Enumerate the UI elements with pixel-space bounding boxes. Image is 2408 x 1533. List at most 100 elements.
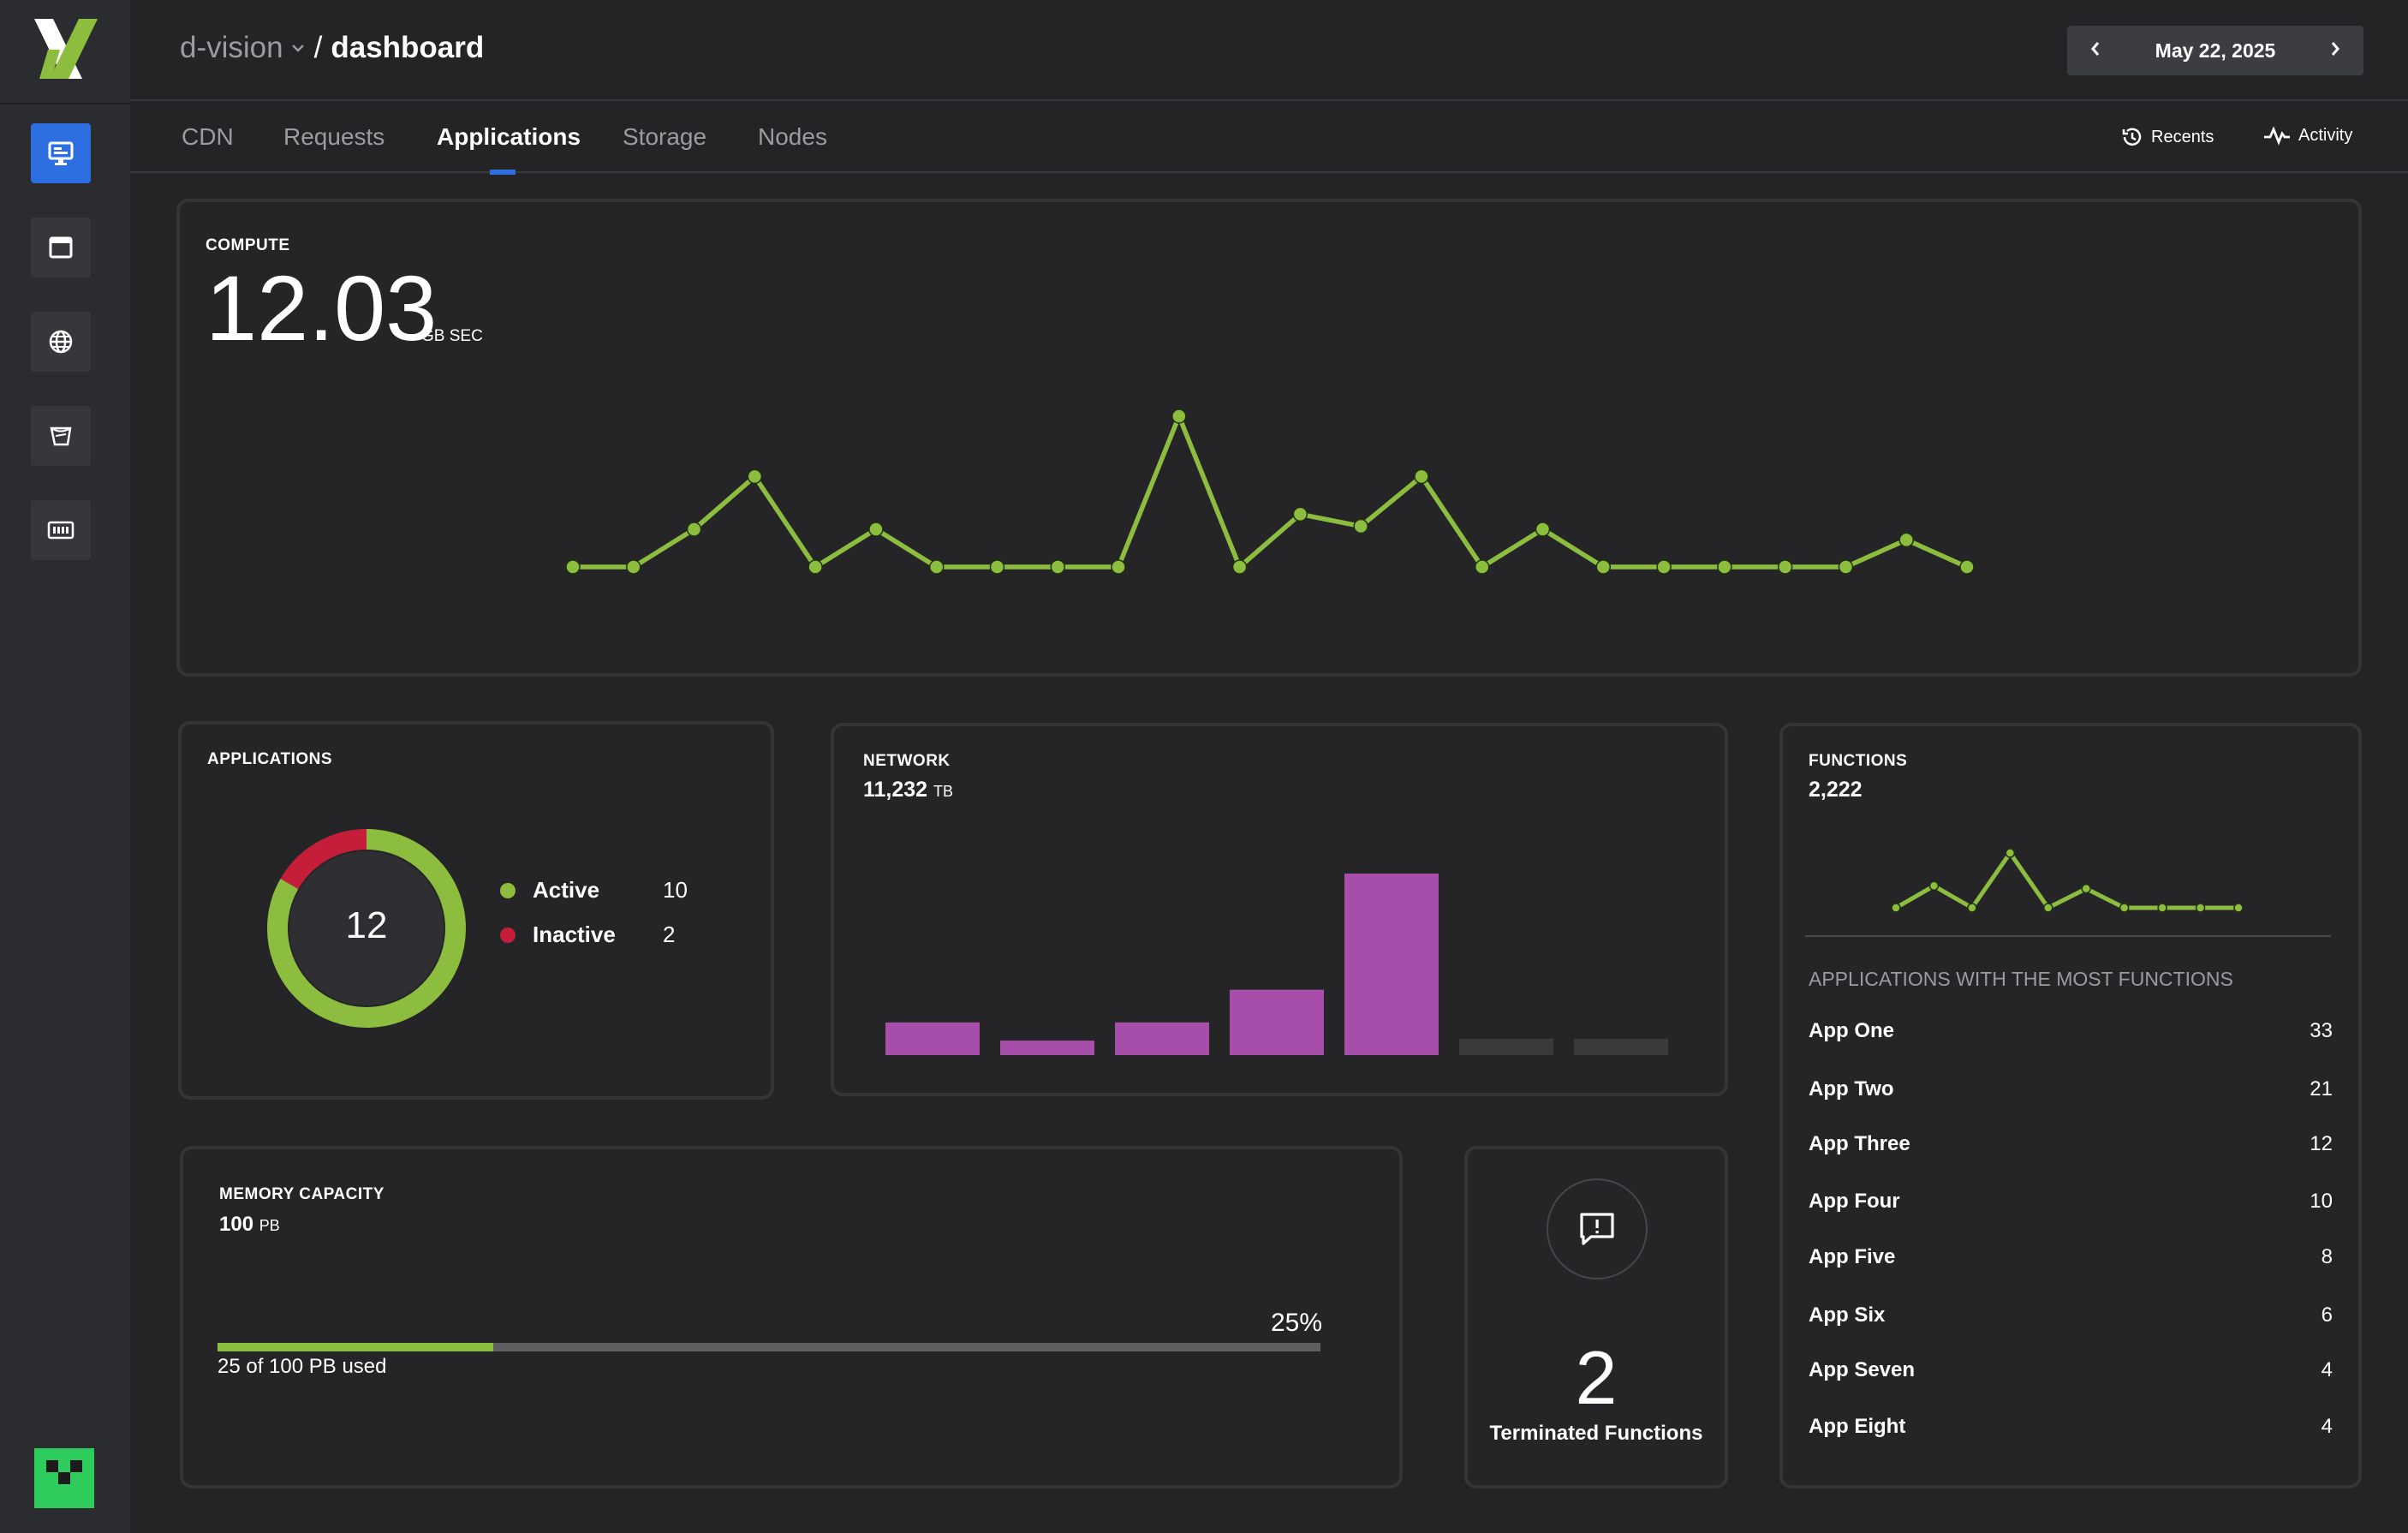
compute-point — [1656, 559, 1672, 575]
functions-point — [1891, 903, 1901, 913]
list-item[interactable]: App Three 12 — [1809, 1132, 2333, 1156]
activity-pulse-icon — [2264, 126, 2290, 146]
network-bar — [885, 1022, 980, 1055]
memory-unit: PB — [259, 1217, 280, 1234]
functions-title: FUNCTIONS — [1809, 752, 1908, 770]
app-name: App Seven — [1809, 1358, 1916, 1381]
list-item[interactable]: App Eight 4 — [1809, 1415, 2333, 1439]
workspace-selector[interactable]: d-vision — [180, 31, 283, 64]
legend-inactive: Inactive — [500, 922, 616, 948]
app-count: 33 — [2310, 1019, 2333, 1042]
tab-storage[interactable]: Storage — [623, 123, 707, 150]
functions-list-title: APPLICATIONS WITH THE MOST FUNCTIONS — [1809, 968, 2233, 990]
compute-point — [1171, 409, 1187, 424]
active-tab-indicator — [490, 170, 516, 175]
functions-value: 2,222 — [1809, 778, 1863, 802]
memory-card: MEMORY CAPACITY 100 PB 25% 25 of 100 PB … — [180, 1146, 1403, 1488]
functions-line — [1894, 850, 2238, 910]
functions-point — [2157, 903, 2167, 913]
compute-point — [1414, 468, 1429, 485]
legend-active: Active — [500, 877, 599, 904]
logo-icon[interactable] — [31, 15, 101, 82]
tab-bar: CDN Requests Applications Storage Nodes … — [130, 103, 2408, 175]
compute-point — [1898, 532, 1914, 548]
compute-point — [1717, 559, 1732, 575]
compute-point — [1050, 559, 1066, 575]
compute-point — [747, 468, 763, 485]
sidebar-item-memory[interactable] — [31, 500, 91, 560]
header: d-vision / dashboard May 22, 2025 — [130, 0, 2408, 101]
sidebar-item-window[interactable] — [31, 218, 91, 277]
app-count: 4 — [2321, 1358, 2333, 1381]
app-name: App Two — [1809, 1077, 1894, 1101]
compute-point — [808, 559, 823, 575]
memory-progress-bar — [218, 1343, 1320, 1351]
memory-value: 100 PB — [219, 1213, 280, 1237]
network-bar — [1574, 1038, 1668, 1055]
donut-slice-active — [267, 829, 466, 1028]
chevron-right-icon[interactable] — [2329, 40, 2341, 62]
memory-percent: 25% — [1270, 1309, 1322, 1337]
breadcrumb: d-vision / dashboard — [180, 31, 484, 65]
functions-sparkline — [1891, 848, 2244, 913]
app-name: App One — [1809, 1019, 1894, 1042]
chevron-down-icon[interactable] — [290, 43, 306, 53]
network-bar — [1115, 1022, 1209, 1055]
app-name: App Four — [1809, 1190, 1900, 1213]
activity-button[interactable]: Activity — [2262, 125, 2352, 146]
applications-donut-chart — [267, 829, 466, 1028]
sidebar-item-dashboard[interactable] — [31, 123, 91, 183]
tab-nodes[interactable]: Nodes — [758, 123, 827, 150]
compute-point — [1838, 559, 1854, 575]
compute-point — [1111, 559, 1126, 575]
chevron-left-icon[interactable] — [2089, 40, 2101, 62]
compute-point — [565, 559, 581, 575]
list-item[interactable]: App Seven 4 — [1809, 1358, 2333, 1382]
date-picker: May 22, 2025 — [2067, 26, 2363, 75]
sidebar-item-storage[interactable] — [31, 406, 91, 466]
memory-progress-fill — [218, 1343, 493, 1351]
network-card: NETWORK 11,232 TB — [831, 723, 1728, 1096]
page-title: dashboard — [331, 31, 485, 64]
functions-point — [1967, 903, 1977, 913]
compute-point — [1777, 559, 1793, 575]
functions-point — [2195, 903, 2206, 913]
donut-slice-inactive — [280, 829, 367, 890]
inactive-dot-icon — [500, 927, 516, 943]
app-count: 12 — [2310, 1132, 2333, 1155]
donut-center — [289, 851, 444, 1005]
avatar[interactable] — [34, 1448, 94, 1508]
applications-title: APPLICATIONS — [207, 750, 333, 768]
tab-applications[interactable]: Applications — [437, 123, 581, 150]
list-item[interactable]: App Six 6 — [1809, 1303, 2333, 1327]
functions-card: FUNCTIONS 2,222 APPLICATIONS WITH THE MO… — [1779, 723, 2362, 1488]
compute-point — [1474, 559, 1490, 575]
network-bar — [1000, 1041, 1094, 1055]
bucket-icon — [50, 426, 72, 446]
list-item[interactable]: App Five 8 — [1809, 1245, 2333, 1269]
activity-label: Activity — [2298, 125, 2353, 145]
date-label[interactable]: May 22, 2025 — [2155, 39, 2276, 62]
breadcrumb-separator: / — [313, 31, 323, 64]
app-count: 21 — [2310, 1077, 2333, 1101]
list-item[interactable]: App One 33 — [1809, 1019, 2333, 1043]
monitor-icon — [48, 141, 74, 165]
inactive-count: 2 — [663, 922, 676, 947]
applications-card: APPLICATIONS 12 Active 10 Inactive 2 — [178, 721, 774, 1100]
compute-point — [686, 522, 702, 537]
alert-message-icon — [1547, 1178, 1648, 1279]
network-bar — [1230, 989, 1324, 1055]
sidebar-item-network[interactable] — [31, 312, 91, 372]
tab-requests[interactable]: Requests — [283, 123, 385, 150]
compute-point — [1231, 559, 1248, 575]
recents-button[interactable]: Recents — [2120, 125, 2214, 149]
list-item[interactable]: App Four 10 — [1809, 1190, 2333, 1214]
functions-point — [2081, 883, 2091, 894]
functions-point — [2005, 848, 2016, 858]
compute-point — [1292, 506, 1308, 522]
list-item[interactable]: App Two 21 — [1809, 1077, 2333, 1101]
tab-cdn[interactable]: CDN — [182, 123, 234, 150]
functions-divider — [1805, 935, 2331, 937]
terminated-card[interactable]: 2 Terminated Functions — [1464, 1146, 1728, 1488]
compute-line-chart — [565, 409, 1975, 575]
